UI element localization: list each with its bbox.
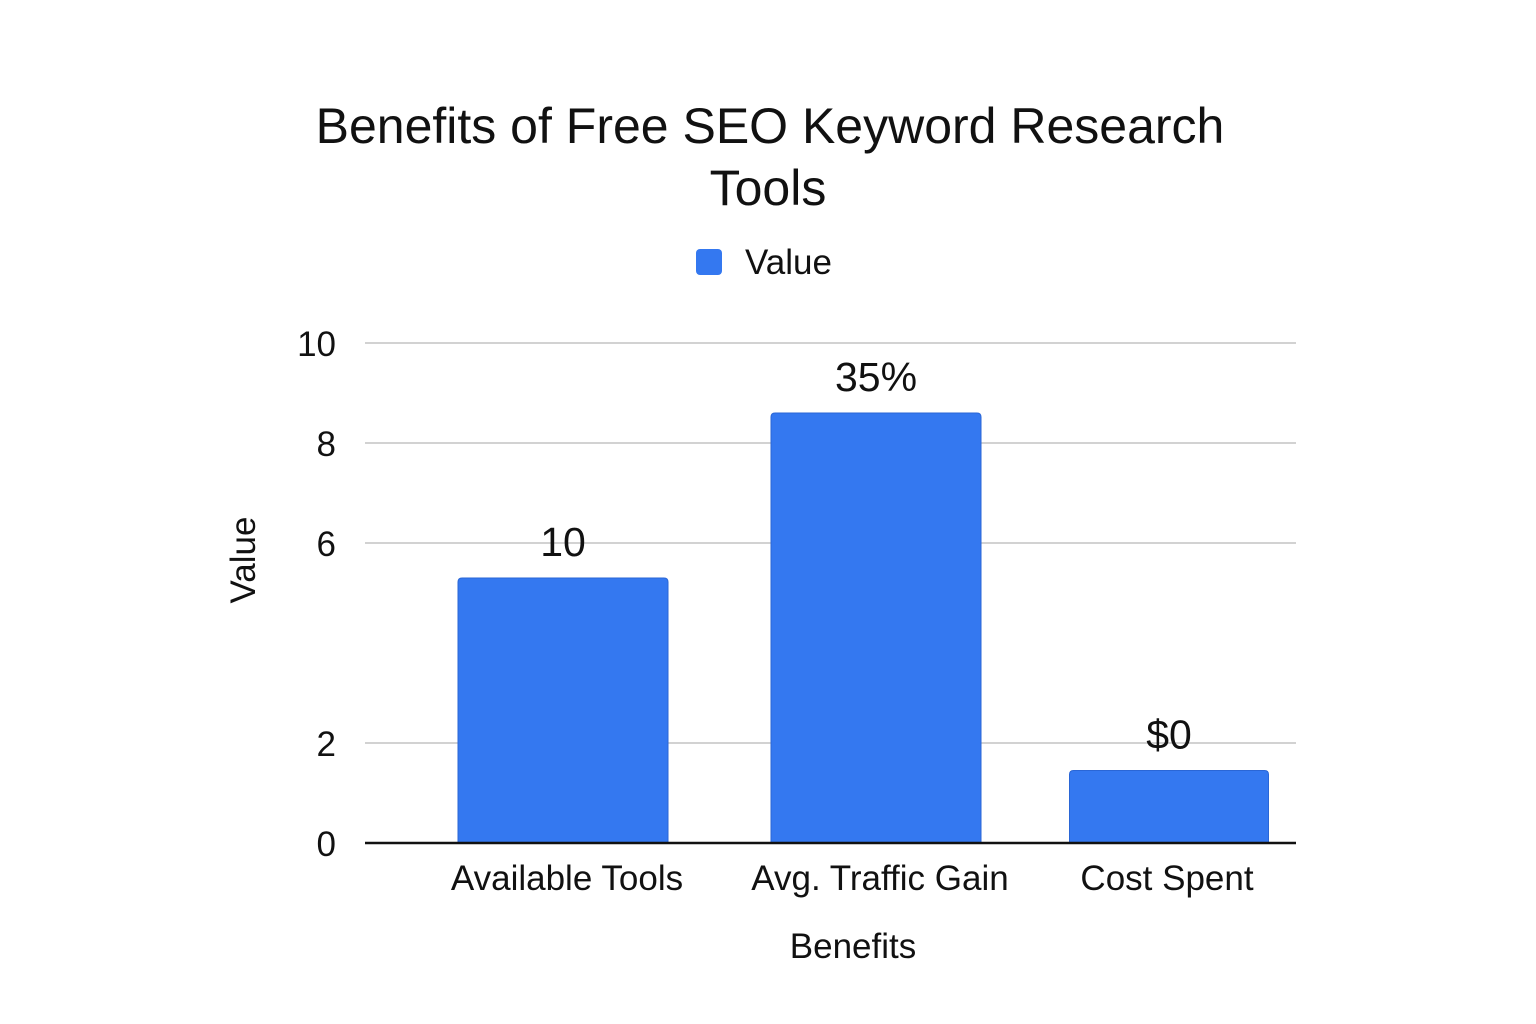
data-label: 35% [835, 354, 917, 400]
data-label: $0 [1146, 712, 1192, 758]
legend: Value [696, 243, 832, 282]
bars [457, 412, 1269, 844]
data-label: 10 [540, 519, 586, 565]
x-axis-label: Benefits [790, 927, 916, 966]
y-tick-label: 0 [317, 825, 336, 864]
chart-title-line-2: Tools [710, 160, 827, 216]
y-axis-label: Value [224, 517, 263, 604]
chart-title-line-1: Benefits of Free SEO Keyword Research [316, 98, 1225, 154]
bar-cost-spent [1069, 770, 1269, 844]
y-tick-label: 8 [317, 425, 336, 464]
legend-label: Value [745, 243, 832, 282]
bar-available-tools [457, 577, 669, 844]
x-tick-label: Available Tools [451, 859, 683, 898]
x-axis-ticks: Available Tools Avg. Traffic Gain Cost Spe… [451, 859, 1254, 898]
y-tick-label: 2 [317, 725, 336, 764]
bar-avg-traffic-gain [770, 412, 982, 844]
legend-swatch [696, 249, 722, 275]
x-tick-label: Avg. Traffic Gain [751, 859, 1008, 898]
y-axis-ticks: 0 2 6 8 10 [297, 325, 336, 864]
x-tick-label: Cost Spent [1080, 859, 1253, 898]
y-tick-label: 6 [317, 525, 336, 564]
y-tick-label: 10 [297, 325, 336, 364]
data-labels: 10 35% $0 [540, 354, 1192, 758]
